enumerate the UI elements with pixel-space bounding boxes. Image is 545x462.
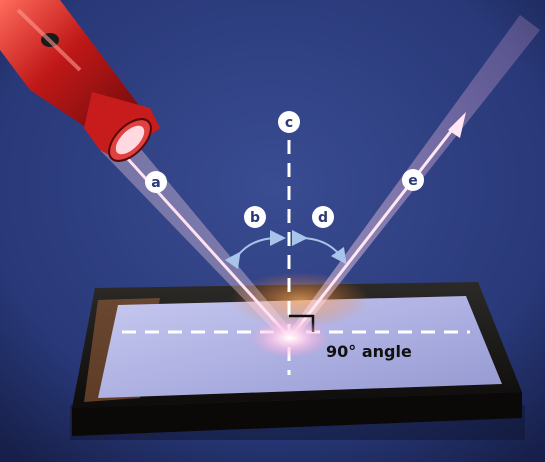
flashlight-icon bbox=[0, 0, 160, 162]
label-e: e bbox=[402, 169, 424, 191]
label-c-text: c bbox=[285, 115, 293, 131]
label-b: b bbox=[244, 206, 266, 228]
label-d-text: d bbox=[318, 210, 328, 226]
label-e-text: e bbox=[408, 173, 418, 189]
label-b-text: b bbox=[250, 210, 260, 226]
label-d: d bbox=[312, 206, 334, 228]
label-c: c bbox=[278, 111, 300, 133]
angle-label: 90° angle bbox=[326, 342, 412, 361]
reflected-ray bbox=[288, 125, 457, 339]
angle-d-arrow bbox=[291, 229, 347, 265]
reflection-point bbox=[250, 318, 330, 358]
label-a-text: a bbox=[151, 175, 160, 191]
angle-b-arrow bbox=[224, 230, 286, 270]
tray-front-edge bbox=[72, 392, 522, 436]
reflected-ray-arrowhead bbox=[448, 112, 466, 138]
label-a: a bbox=[145, 171, 167, 193]
